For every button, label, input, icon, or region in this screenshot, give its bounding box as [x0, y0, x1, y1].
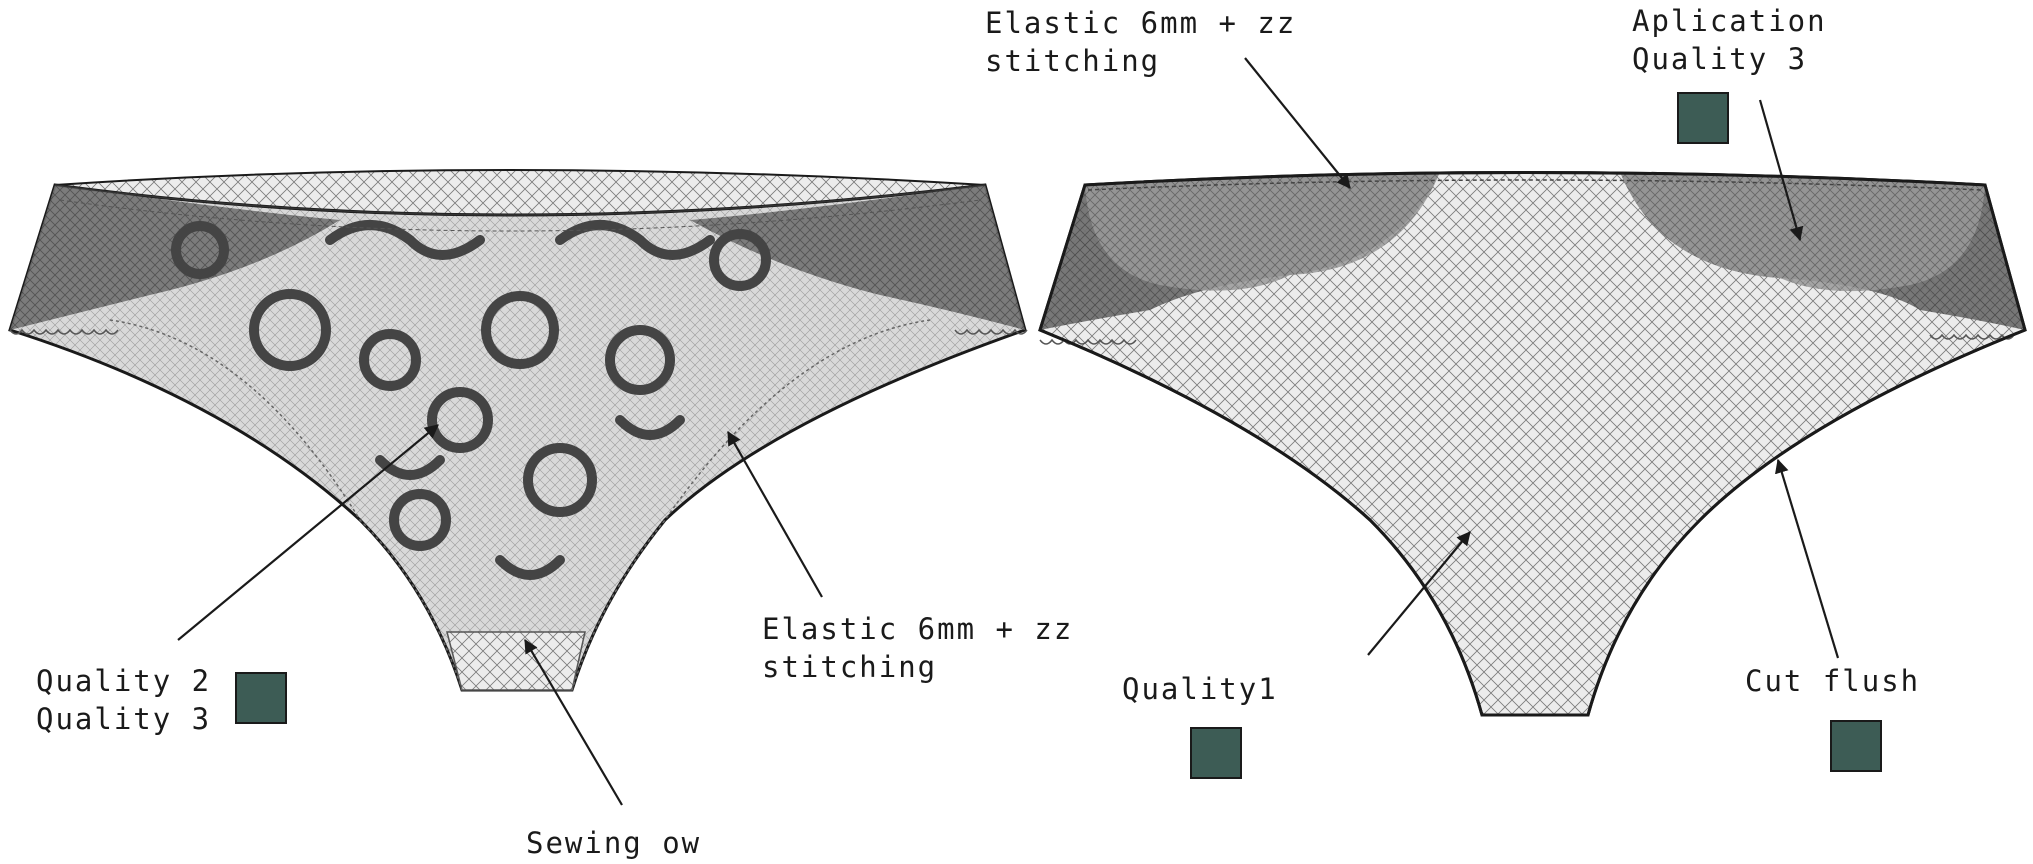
arrow-sewing: [524, 638, 623, 806]
aplication-swatch: [1677, 92, 1729, 144]
label-elastic-left-1: Elastic 6mm + zz: [762, 612, 1074, 646]
label-elastic-left-2: stitching: [762, 650, 938, 684]
label-aplication: Aplication: [1632, 4, 1827, 38]
arrow-aplication: [1758, 99, 1804, 242]
quality1-swatch: [1190, 727, 1242, 779]
label-quality-3-right: Quality 3: [1632, 42, 1808, 76]
arrow-cut-flush: [1775, 458, 1840, 659]
arrow-left-elastic: [727, 430, 823, 598]
front-view: [8, 169, 1028, 692]
back-view: [1038, 171, 2027, 717]
quality-2-3-swatch: [235, 672, 287, 724]
front-gusset: [446, 631, 586, 691]
label-cut-flush: Cut flush: [1745, 664, 1921, 698]
label-elastic-right-2: stitching: [985, 44, 1161, 78]
arrow-right-elastic: [1244, 57, 1351, 189]
label-quality-3-left: Quality 3: [36, 702, 212, 736]
arrow-quality1: [1367, 531, 1471, 656]
label-elastic-right-1: Elastic 6mm + zz: [985, 6, 1297, 40]
label-sewing: Sewing ow: [526, 826, 702, 860]
back-applique-left: [1085, 172, 1440, 291]
lace-motifs: [171, 220, 771, 580]
cut-flush-swatch: [1830, 720, 1882, 772]
leader-lines: [177, 57, 1840, 806]
front-elastic-edge: [109, 319, 463, 691]
label-quality-2: Quality 2: [36, 664, 212, 698]
label-quality1: Quality1: [1122, 672, 1278, 706]
arrow-quality-2-3: [177, 424, 439, 641]
